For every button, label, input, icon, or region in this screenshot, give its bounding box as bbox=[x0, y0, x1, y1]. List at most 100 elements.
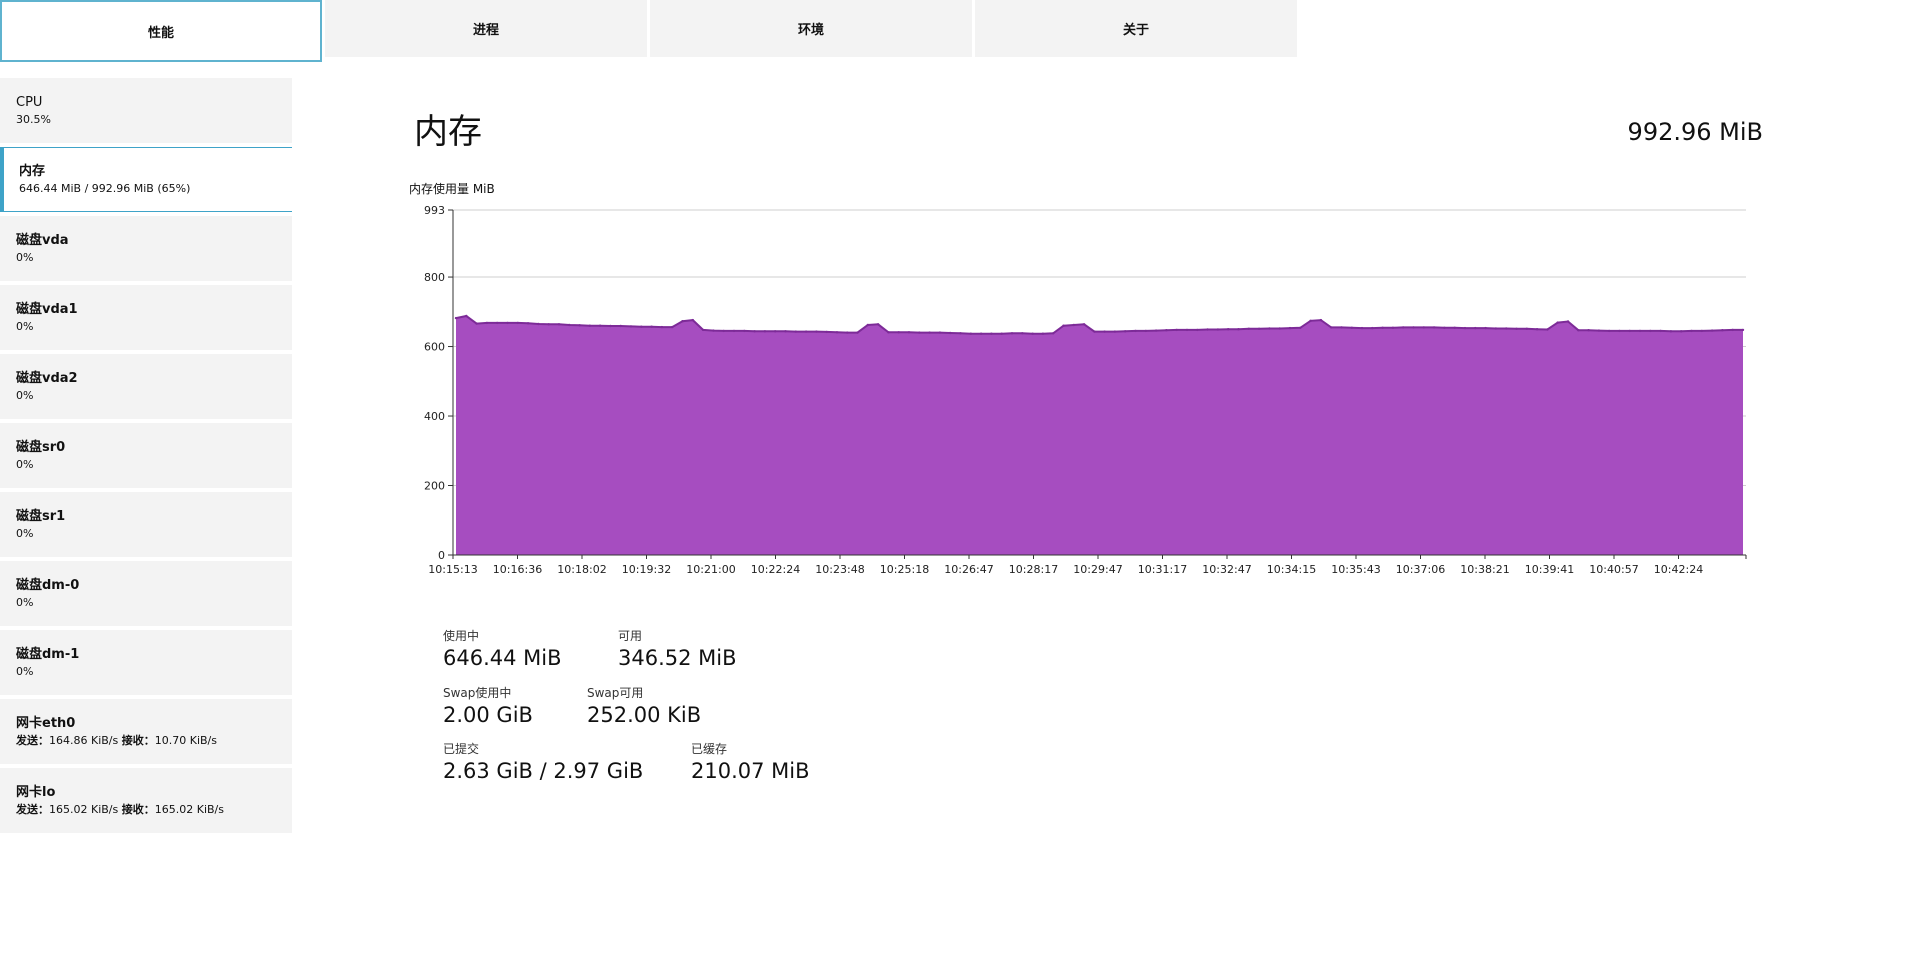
stat-label: Swap使用中 bbox=[443, 686, 512, 700]
sidebar-item-disk-dm-0[interactable]: 磁盘dm-0 0% bbox=[0, 561, 292, 626]
data-point bbox=[990, 332, 993, 335]
data-point bbox=[1546, 328, 1549, 331]
data-point bbox=[671, 325, 674, 329]
stat-label: 已提交 bbox=[443, 742, 480, 756]
data-point bbox=[1268, 327, 1271, 330]
data-point bbox=[1052, 332, 1055, 335]
data-point bbox=[1165, 329, 1168, 332]
sidebar-item-disk-vda[interactable]: 磁盘vda 0% bbox=[0, 216, 292, 281]
data-point bbox=[1535, 328, 1539, 331]
data-point bbox=[526, 322, 530, 325]
recv-rate: 10.70 KiB/s bbox=[154, 734, 217, 747]
data-point bbox=[1196, 328, 1199, 332]
data-point bbox=[1175, 328, 1178, 332]
sidebar-item-network: 发送：164.86 KiB/s 接收：10.70 KiB/s bbox=[16, 732, 292, 749]
x-tick-label: 10:15:13 bbox=[428, 563, 477, 576]
data-point bbox=[1041, 332, 1045, 335]
data-point bbox=[701, 328, 705, 332]
tab-performance[interactable]: 性能 bbox=[0, 0, 322, 62]
sidebar-item-memory[interactable]: 内存 646.44 MiB / 992.96 MiB (65%) bbox=[0, 147, 292, 212]
sidebar-item-disk-vda2[interactable]: 磁盘vda2 0% bbox=[0, 354, 292, 419]
data-point bbox=[959, 332, 962, 335]
sidebar-item-nic-lo[interactable]: 网卡lo 发送：165.02 KiB/s 接收：165.02 KiB/s bbox=[0, 768, 292, 833]
sidebar-item-value: 0% bbox=[16, 389, 34, 402]
stat-swap-available: Swap可用 252.00 KiB bbox=[587, 685, 701, 729]
sidebar-item-disk-sr1[interactable]: 磁盘sr1 0% bbox=[0, 492, 292, 557]
data-point bbox=[794, 330, 797, 333]
memory-line bbox=[455, 314, 1743, 335]
stat-label: 使用中 bbox=[443, 629, 480, 643]
sidebar-item-value: 0% bbox=[16, 596, 34, 609]
sidebar-item-title: CPU bbox=[16, 95, 43, 110]
data-point bbox=[1154, 329, 1158, 332]
send-rate: 165.02 KiB/s bbox=[49, 803, 119, 816]
y-tick-label: 800 bbox=[424, 271, 445, 284]
stat-in-use: 使用中 646.44 MiB bbox=[443, 628, 562, 672]
data-point bbox=[1597, 329, 1601, 332]
data-point bbox=[465, 314, 468, 318]
tab-label: 环境 bbox=[797, 23, 824, 38]
stat-value: 2.00 GiB bbox=[443, 703, 533, 727]
stat-label: Swap可用 bbox=[587, 686, 644, 700]
data-point bbox=[1731, 328, 1734, 332]
data-point bbox=[1309, 319, 1312, 322]
data-point bbox=[1463, 326, 1467, 330]
data-point bbox=[722, 329, 725, 333]
tab-bar: 性能 进程 环境 关于 bbox=[0, 0, 1297, 62]
y-tick-label: 600 bbox=[424, 341, 445, 354]
data-point bbox=[928, 331, 931, 334]
data-point bbox=[969, 332, 972, 335]
data-point bbox=[1690, 329, 1693, 333]
sidebar-item-disk-sr0[interactable]: 磁盘sr0 0% bbox=[0, 423, 292, 488]
sidebar-item-nic-eth0[interactable]: 网卡eth0 发送：164.86 KiB/s 接收：10.70 KiB/s bbox=[0, 699, 292, 764]
data-point bbox=[609, 324, 612, 328]
x-tick-label: 10:21:00 bbox=[686, 563, 735, 576]
data-point bbox=[938, 331, 942, 334]
data-point bbox=[1525, 327, 1529, 330]
data-point bbox=[1680, 330, 1683, 333]
x-tick-label: 10:37:06 bbox=[1396, 563, 1445, 576]
sidebar-item-title: 内存 bbox=[19, 164, 46, 179]
sidebar-item-value: 0% bbox=[16, 320, 34, 333]
x-tick-label: 10:18:02 bbox=[557, 563, 606, 576]
tab-about[interactable]: 关于 bbox=[975, 0, 1297, 57]
data-point bbox=[1649, 329, 1652, 333]
tab-environment[interactable]: 环境 bbox=[650, 0, 972, 57]
sidebar-item-disk-dm-1[interactable]: 磁盘dm-1 0% bbox=[0, 630, 292, 695]
data-point bbox=[763, 330, 767, 333]
y-tick-label: 200 bbox=[424, 480, 445, 493]
x-tick-label: 10:22:24 bbox=[751, 563, 800, 576]
data-point bbox=[681, 320, 684, 323]
data-point bbox=[1412, 326, 1415, 329]
tab-label: 性能 bbox=[147, 25, 174, 41]
sidebar-item-disk-vda1[interactable]: 磁盘vda1 0% bbox=[0, 285, 292, 350]
recv-rate: 165.02 KiB/s bbox=[154, 803, 224, 816]
memory-usage-chart: 0 200 400 600 800 993 10:15:13 10:16:36 10:18:02… bbox=[424, 204, 1747, 576]
sidebar-item-cpu[interactable]: CPU 30.5% bbox=[0, 78, 292, 143]
data-point bbox=[1700, 329, 1704, 333]
y-tick-label: 400 bbox=[424, 410, 445, 423]
tab-label: 关于 bbox=[1122, 23, 1149, 38]
stat-value: 2.63 GiB / 2.97 GiB bbox=[443, 759, 644, 783]
data-point bbox=[1288, 326, 1292, 330]
data-point bbox=[1587, 329, 1590, 332]
x-tick-label: 10:32:47 bbox=[1202, 563, 1251, 576]
sidebar-item-title: 网卡lo bbox=[16, 785, 56, 800]
sidebar-item-value: 0% bbox=[16, 251, 34, 264]
x-tick-label: 10:34:15 bbox=[1267, 563, 1316, 576]
data-point bbox=[537, 322, 540, 326]
data-point bbox=[712, 329, 715, 332]
tab-processes[interactable]: 进程 bbox=[325, 0, 647, 57]
data-point bbox=[1669, 330, 1673, 333]
send-label: 发送： bbox=[16, 734, 49, 747]
data-point bbox=[846, 331, 849, 334]
recv-label: 接收： bbox=[121, 803, 155, 816]
data-point bbox=[1432, 326, 1436, 329]
x-tick-label: 10:39:41 bbox=[1525, 563, 1574, 576]
data-point bbox=[1381, 326, 1384, 329]
stat-value: 252.00 KiB bbox=[587, 703, 702, 727]
data-point bbox=[1072, 323, 1075, 327]
sidebar-item-title: 网卡eth0 bbox=[16, 716, 76, 731]
sidebar-item-title: 磁盘vda2 bbox=[16, 371, 78, 386]
data-point bbox=[475, 322, 478, 325]
